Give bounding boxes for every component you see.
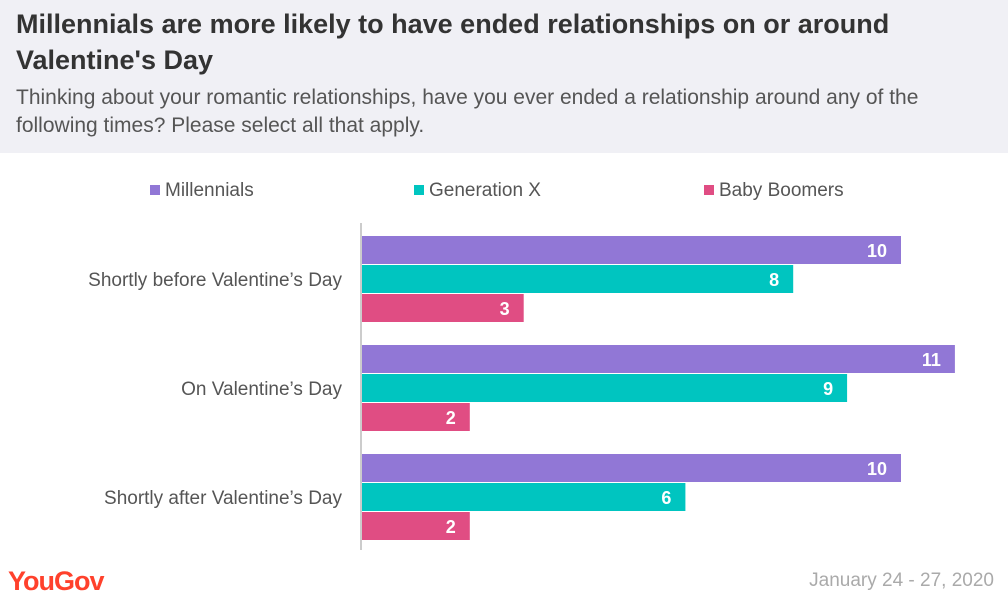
data-label: 10 xyxy=(867,241,887,261)
bar-chart: Shortly before Valentine’s Day 10 8 3 On Val… xyxy=(88,223,955,550)
bar-baby-boomers xyxy=(362,512,470,540)
legend-swatch-millennials xyxy=(150,185,160,195)
data-label: 9 xyxy=(823,379,833,399)
legend-label-baby-boomers: Baby Boomers xyxy=(719,180,844,201)
bar-generation-x xyxy=(362,374,848,402)
data-label: 2 xyxy=(446,408,456,428)
legend-label-millennials: Millennials xyxy=(165,180,254,201)
bar-generation-x xyxy=(362,483,686,511)
legend-swatch-generation-x xyxy=(414,185,424,195)
data-label: 10 xyxy=(867,459,887,479)
bar-baby-boomers xyxy=(362,403,470,431)
data-label: 8 xyxy=(769,270,779,290)
header-band: Millennials are more likely to have ende… xyxy=(0,0,1008,153)
chart-subtitle: Thinking about your romantic relationshi… xyxy=(16,86,919,137)
data-label: 3 xyxy=(500,299,510,319)
data-label: 11 xyxy=(922,350,941,370)
data-label: 2 xyxy=(446,517,456,537)
legend-label-generation-x: Generation X xyxy=(429,180,541,201)
legend-item-baby-boomers: Baby Boomers xyxy=(704,180,844,202)
survey-date: January 24 - 27, 2020 xyxy=(809,570,994,591)
yougov-logo: YouGov xyxy=(8,566,105,596)
bar-generation-x xyxy=(362,265,794,293)
legend-item-millennials: Millennials xyxy=(150,180,254,202)
category-label: Shortly before Valentine’s Day xyxy=(88,270,342,291)
legend-swatch-baby-boomers xyxy=(704,185,714,195)
chart-title: Millennials are more likely to have ende… xyxy=(16,9,890,75)
bar-baby-boomers xyxy=(362,294,524,322)
data-label: 6 xyxy=(661,488,671,508)
bar-millennials xyxy=(362,454,901,482)
bar-millennials xyxy=(362,236,901,264)
bar-millennials xyxy=(362,345,955,373)
legend-item-generation-x: Generation X xyxy=(414,180,541,202)
category-label: Shortly after Valentine’s Day xyxy=(104,488,342,509)
category-label: On Valentine’s Day xyxy=(181,379,342,400)
